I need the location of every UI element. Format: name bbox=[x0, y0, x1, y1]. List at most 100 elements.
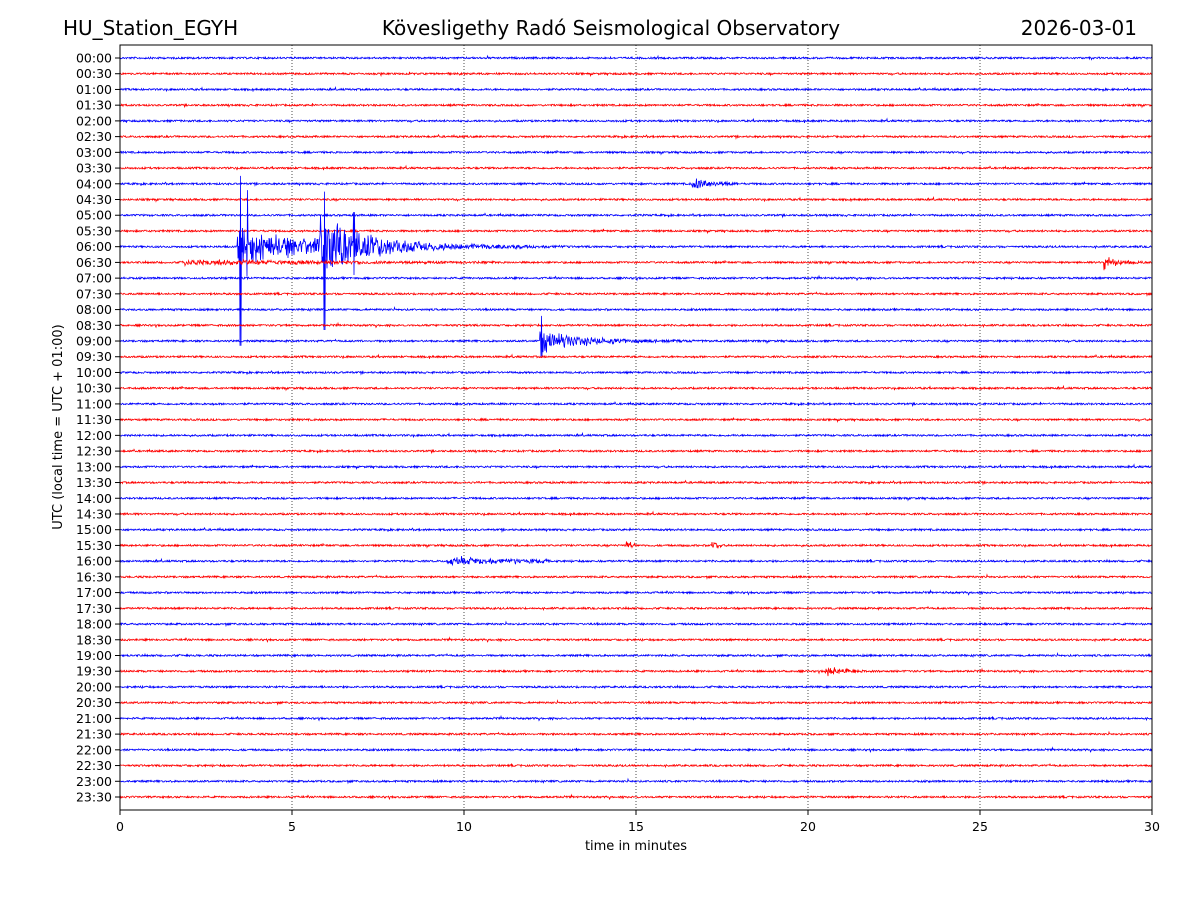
trace-0730 bbox=[119, 291, 1153, 297]
y-tick-label: 00:00 bbox=[76, 51, 112, 66]
y-tick-label: 22:00 bbox=[76, 742, 112, 757]
trace-0300 bbox=[119, 150, 1153, 156]
trace-2200 bbox=[119, 746, 1153, 753]
y-tick-label: 05:00 bbox=[76, 208, 112, 223]
y-tick-label: 10:30 bbox=[76, 381, 112, 396]
traces bbox=[119, 54, 1153, 801]
y-tick-label: 15:00 bbox=[76, 522, 112, 537]
trace-2130 bbox=[119, 730, 1153, 737]
y-tick-label: 23:00 bbox=[76, 774, 112, 789]
y-tick-label: 17:00 bbox=[76, 585, 112, 600]
y-tick-label: 19:00 bbox=[76, 648, 112, 663]
trace-0430 bbox=[119, 196, 1153, 203]
trace-1130 bbox=[119, 417, 1153, 423]
trace-0900 bbox=[119, 315, 1153, 357]
y-tick-label: 08:30 bbox=[76, 318, 112, 333]
trace-1300 bbox=[119, 463, 1153, 471]
x-tick-label: 0 bbox=[116, 819, 124, 834]
x-tick-label: 25 bbox=[972, 819, 988, 834]
y-tick-label: 15:30 bbox=[76, 538, 112, 553]
trace-1000 bbox=[119, 370, 1153, 376]
date-label: 2026-03-01 bbox=[1021, 16, 1137, 40]
y-tick-label: 12:30 bbox=[76, 444, 112, 459]
grid bbox=[291, 45, 981, 810]
y-tick-label: 06:30 bbox=[76, 255, 112, 270]
trace-0100 bbox=[119, 86, 1153, 92]
trace-0230 bbox=[119, 133, 1153, 140]
x-axis-label: time in minutes bbox=[585, 839, 687, 854]
trace-0400 bbox=[119, 178, 1153, 189]
y-tick-label: 18:30 bbox=[76, 632, 112, 647]
y-tick-label: 10:00 bbox=[76, 365, 112, 380]
trace-1430 bbox=[119, 510, 1153, 517]
trace-1630 bbox=[119, 573, 1153, 580]
y-tick-label: 03:30 bbox=[76, 161, 112, 176]
x-tick-labels: 0 5 10 15 20 25 30 bbox=[116, 810, 1160, 834]
trace-1500 bbox=[119, 526, 1153, 533]
y-tick-label: 18:00 bbox=[76, 617, 112, 632]
trace-0000 bbox=[119, 54, 1153, 61]
trace-0330 bbox=[119, 164, 1153, 171]
y-tick-label: 07:30 bbox=[76, 286, 112, 301]
y-axis-label: UTC (local time = UTC + 01:00) bbox=[51, 324, 66, 529]
trace-1700 bbox=[119, 589, 1153, 596]
trace-0600 bbox=[120, 175, 1153, 346]
trace-0130 bbox=[119, 102, 1153, 109]
y-tick-label: 09:30 bbox=[76, 349, 112, 364]
y-tick-label: 20:00 bbox=[76, 679, 112, 694]
trace-1830 bbox=[119, 636, 1153, 643]
x-tick-label: 20 bbox=[800, 819, 816, 834]
y-tick-label: 02:30 bbox=[76, 129, 112, 144]
trace-2300 bbox=[120, 777, 1153, 785]
chart-title: Kövesligethy Radó Seismological Observat… bbox=[382, 16, 840, 40]
y-tick-label: 05:30 bbox=[76, 223, 112, 238]
trace-1400 bbox=[119, 495, 1153, 502]
trace-1900 bbox=[119, 652, 1153, 659]
trace-1030 bbox=[119, 384, 1153, 392]
y-tick-label: 14:00 bbox=[76, 491, 112, 506]
y-tick-label: 08:00 bbox=[76, 302, 112, 317]
trace-2330 bbox=[119, 793, 1153, 801]
trace-2030 bbox=[119, 699, 1153, 706]
y-tick-label: 11:00 bbox=[76, 396, 112, 411]
y-tick-label: 01:30 bbox=[76, 98, 112, 113]
trace-2230 bbox=[119, 762, 1153, 769]
x-tick-label: 5 bbox=[288, 819, 296, 834]
trace-0200 bbox=[119, 117, 1152, 124]
y-tick-label: 02:00 bbox=[76, 113, 112, 128]
y-tick-label: 23:30 bbox=[76, 790, 112, 805]
y-tick-label: 04:30 bbox=[76, 192, 112, 207]
trace-0700 bbox=[119, 274, 1153, 282]
y-tick-label: 11:30 bbox=[76, 412, 112, 427]
trace-1600 bbox=[120, 555, 1153, 567]
y-tick-label: 13:00 bbox=[76, 459, 112, 474]
trace-0630 bbox=[119, 257, 1153, 271]
x-tick-label: 15 bbox=[628, 819, 644, 834]
trace-1330 bbox=[119, 479, 1153, 486]
trace-1230 bbox=[119, 448, 1153, 455]
y-tick-labels: 00:0000:3001:0001:3002:0002:3003:0003:30… bbox=[76, 51, 120, 805]
trace-2000 bbox=[119, 684, 1153, 690]
trace-0530 bbox=[119, 228, 1153, 235]
y-tick-label: 16:00 bbox=[76, 554, 112, 569]
trace-1930 bbox=[119, 667, 1153, 677]
trace-2100 bbox=[119, 714, 1153, 722]
trace-0830 bbox=[119, 321, 1153, 329]
y-tick-label: 04:00 bbox=[76, 176, 112, 191]
trace-1800 bbox=[119, 620, 1153, 628]
y-tick-label: 09:00 bbox=[76, 334, 112, 349]
trace-0030 bbox=[119, 71, 1153, 78]
trace-1730 bbox=[119, 605, 1153, 612]
x-tick-label: 30 bbox=[1144, 819, 1160, 834]
trace-1100 bbox=[119, 401, 1153, 408]
y-tick-label: 07:00 bbox=[76, 271, 112, 286]
trace-1530 bbox=[119, 541, 1153, 550]
y-tick-label: 03:00 bbox=[76, 145, 112, 160]
trace-0800 bbox=[119, 305, 1153, 313]
x-tick-label: 10 bbox=[456, 819, 472, 834]
y-tick-label: 19:30 bbox=[76, 664, 112, 679]
plot-frame bbox=[119, 44, 1153, 811]
y-tick-label: 21:30 bbox=[76, 727, 112, 742]
y-tick-label: 01:00 bbox=[76, 82, 112, 97]
